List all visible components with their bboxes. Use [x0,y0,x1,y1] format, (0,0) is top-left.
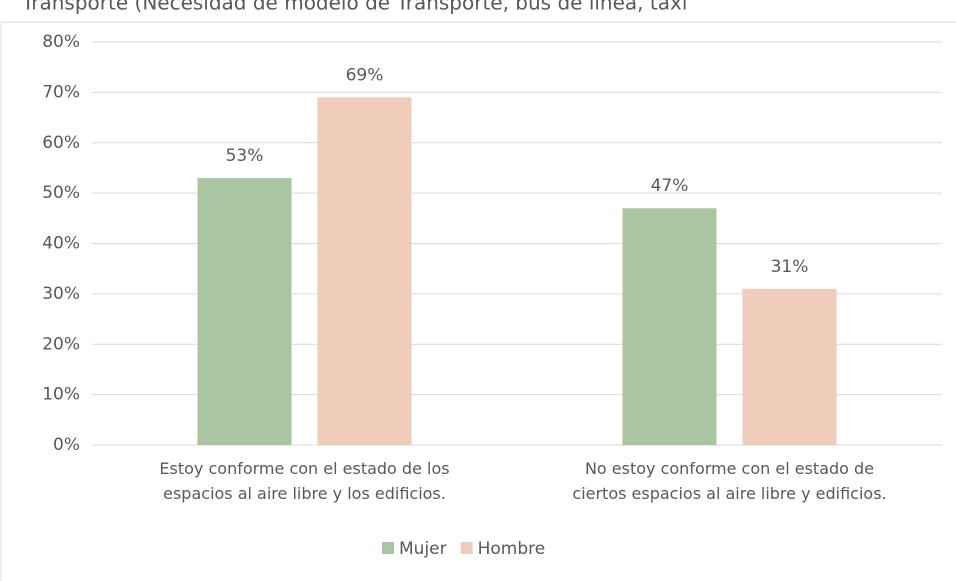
y-tick-label: 40% [42,234,80,254]
y-tick-label: 30% [42,284,80,304]
y-tick-label: 60% [42,133,80,153]
legend-swatch [460,542,473,554]
bar [197,178,292,445]
legend-label: Mujer [399,539,447,559]
data-label: 53% [226,146,264,166]
x-tick-label: Estoy conforme con el estado de los espa… [159,459,450,503]
y-tick-label: 10% [42,385,80,405]
legend-swatch [382,542,394,554]
y-tick-label: 70% [42,82,80,102]
data-label: 47% [651,176,689,196]
x-tick-label: No estoy conforme con el estado de ciert… [572,459,887,503]
chart-title: Transporte (Necesidad de modelo de Trans… [21,0,687,15]
y-tick-label: 80% [42,32,80,52]
bar [317,97,412,445]
data-label: 69% [346,65,384,85]
legend-label: Hombre [478,539,546,559]
bar [742,288,837,445]
data-label: 31% [771,257,809,277]
y-tick-label: 0% [53,435,80,455]
y-tick-label: 50% [42,183,80,203]
y-tick-label: 20% [42,334,80,354]
bar [622,208,717,445]
